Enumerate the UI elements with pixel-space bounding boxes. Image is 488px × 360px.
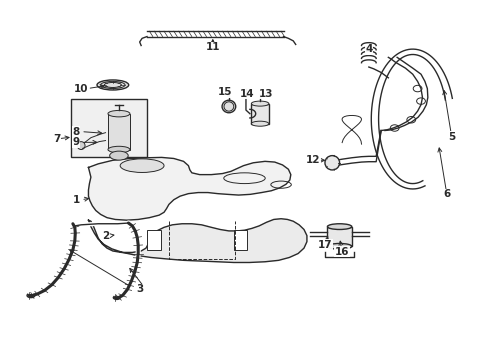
Text: 7: 7 (53, 134, 61, 144)
Ellipse shape (325, 156, 339, 170)
Text: 10: 10 (74, 84, 88, 94)
Bar (108, 114, 130, 149)
Ellipse shape (108, 146, 130, 153)
Text: 5: 5 (447, 132, 454, 142)
Ellipse shape (108, 111, 130, 117)
Text: 11: 11 (205, 42, 220, 52)
Text: 14: 14 (239, 89, 254, 99)
Bar (71, 99, 147, 157)
Text: 6: 6 (442, 189, 449, 199)
Ellipse shape (327, 243, 351, 249)
Ellipse shape (222, 100, 235, 113)
Text: 3: 3 (136, 284, 143, 294)
Bar (233, 230, 247, 250)
Text: 16: 16 (334, 247, 348, 257)
Text: 8: 8 (73, 127, 80, 136)
Text: 1: 1 (73, 195, 80, 205)
Ellipse shape (109, 151, 128, 160)
Text: 13: 13 (259, 89, 273, 99)
Polygon shape (88, 157, 290, 220)
Bar (251, 104, 268, 124)
Ellipse shape (120, 159, 163, 172)
Ellipse shape (97, 80, 128, 90)
Ellipse shape (327, 224, 351, 229)
Text: 2: 2 (102, 231, 109, 240)
Bar (327, 226, 351, 246)
Bar (147, 230, 160, 250)
Text: 4: 4 (365, 44, 372, 54)
Text: 9: 9 (73, 138, 80, 147)
Text: 15: 15 (217, 87, 232, 97)
Ellipse shape (251, 121, 268, 126)
Ellipse shape (77, 141, 85, 149)
Text: 12: 12 (305, 155, 319, 165)
Ellipse shape (251, 101, 268, 106)
Text: 17: 17 (317, 239, 331, 249)
Polygon shape (88, 219, 306, 262)
